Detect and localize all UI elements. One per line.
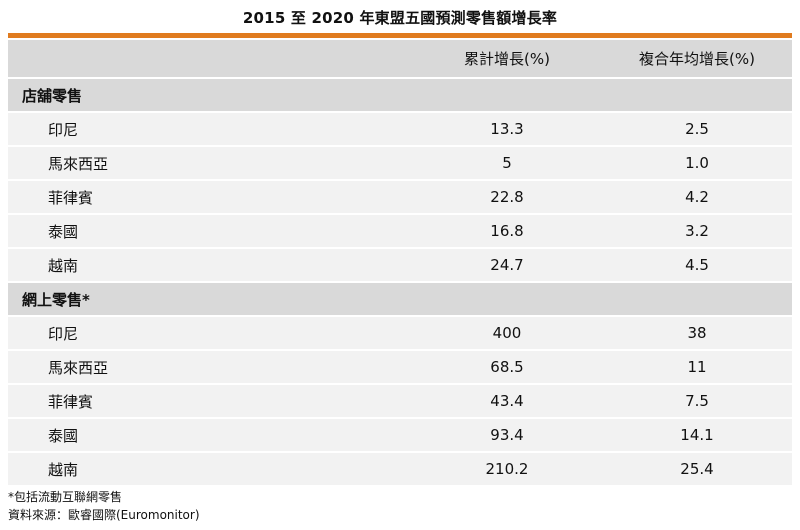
- footnotes: *包括流動互聯網零售 資料來源：歐睿國際(Euromonitor): [8, 488, 200, 524]
- country-cell: 泰國: [8, 419, 412, 451]
- table-row: 馬來西亞 68.5 11: [8, 351, 792, 383]
- country-cell: 馬來西亞: [8, 147, 412, 179]
- cagr-cell: 3.2: [602, 215, 792, 247]
- table-row: 印尼 13.3 2.5: [8, 113, 792, 145]
- country-cell: 越南: [8, 249, 412, 281]
- header-cumulative: 累計增長(%): [412, 40, 602, 77]
- cumulative-cell: 13.3: [412, 113, 602, 145]
- table-title: 2015 至 2020 年東盟五國預測零售額增長率: [242, 9, 558, 27]
- header-blank: [8, 40, 412, 77]
- footnote-online: *包括流動互聯網零售: [8, 490, 123, 504]
- cumulative-cell: 5: [412, 147, 602, 179]
- cagr-cell: 4.2: [602, 181, 792, 213]
- cagr-cell: 4.5: [602, 249, 792, 281]
- cumulative-cell: 400: [412, 317, 602, 349]
- table-row: 越南 210.2 25.4: [8, 453, 792, 485]
- cagr-cell: 7.5: [602, 385, 792, 417]
- cumulative-cell: 22.8: [412, 181, 602, 213]
- growth-table: 累計增長(%) 複合年均增長(%) 店舖零售 印尼 13.3 2.5 馬來西亞 …: [8, 38, 792, 487]
- table-row: 泰國 16.8 3.2: [8, 215, 792, 247]
- table-row: 越南 24.7 4.5: [8, 249, 792, 281]
- country-cell: 菲律賓: [8, 181, 412, 213]
- country-cell: 印尼: [8, 113, 412, 145]
- cagr-cell: 25.4: [602, 453, 792, 485]
- section-row-online: 網上零售*: [8, 283, 792, 315]
- cumulative-cell: 24.7: [412, 249, 602, 281]
- cagr-cell: 11: [602, 351, 792, 383]
- footnote-source: 資料來源：歐睿國際(Euromonitor): [8, 508, 200, 522]
- header-row: 累計增長(%) 複合年均增長(%): [8, 40, 792, 77]
- country-cell: 印尼: [8, 317, 412, 349]
- section-label: 網上零售*: [8, 283, 412, 315]
- cumulative-cell: 93.4: [412, 419, 602, 451]
- country-cell: 泰國: [8, 215, 412, 247]
- cagr-cell: 2.5: [602, 113, 792, 145]
- table-row: 泰國 93.4 14.1: [8, 419, 792, 451]
- section-label: 店舖零售: [8, 79, 412, 111]
- cumulative-cell: 210.2: [412, 453, 602, 485]
- country-cell: 菲律賓: [8, 385, 412, 417]
- cagr-cell: 14.1: [602, 419, 792, 451]
- header-cagr: 複合年均增長(%): [602, 40, 792, 77]
- accent-bar: [8, 33, 792, 38]
- table-row: 菲律賓 22.8 4.2: [8, 181, 792, 213]
- table-row: 馬來西亞 5 1.0: [8, 147, 792, 179]
- table-row: 印尼 400 38: [8, 317, 792, 349]
- cumulative-cell: 43.4: [412, 385, 602, 417]
- country-cell: 越南: [8, 453, 412, 485]
- cagr-cell: 1.0: [602, 147, 792, 179]
- table-row: 菲律賓 43.4 7.5: [8, 385, 792, 417]
- cumulative-cell: 16.8: [412, 215, 602, 247]
- cumulative-cell: 68.5: [412, 351, 602, 383]
- cagr-cell: 38: [602, 317, 792, 349]
- section-row-store: 店舖零售: [8, 79, 792, 111]
- country-cell: 馬來西亞: [8, 351, 412, 383]
